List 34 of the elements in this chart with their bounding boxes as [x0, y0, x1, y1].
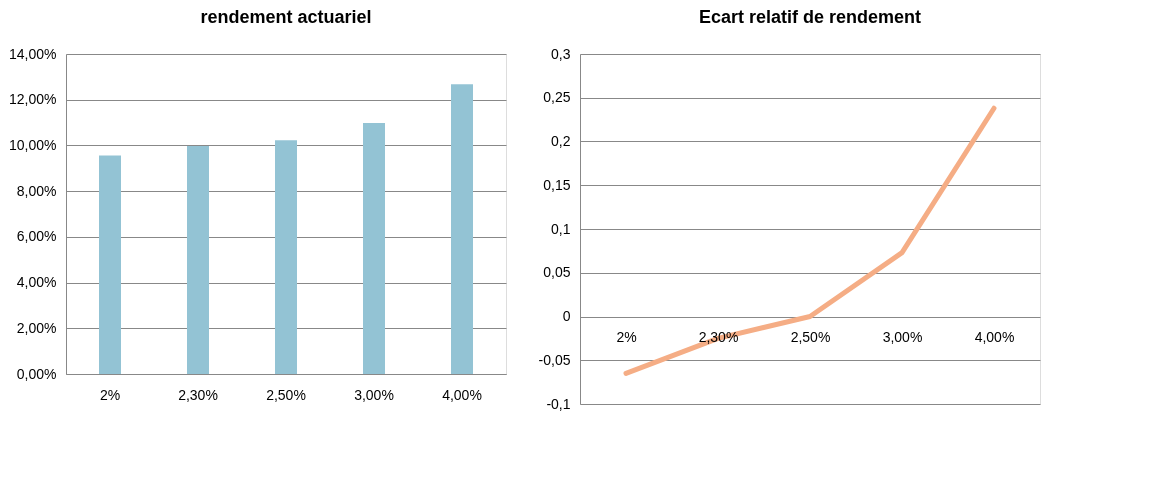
chart-title: rendement actuariel	[200, 7, 372, 27]
x-tick-label: 3,00%	[354, 386, 394, 403]
y-tick-label: 12,00%	[9, 91, 57, 108]
y-tick-label: 0,25	[543, 89, 571, 106]
y-tick-label: 0,2	[551, 133, 571, 149]
bar	[187, 146, 209, 374]
bar	[275, 140, 297, 374]
y-tick-label: 8,00%	[16, 182, 57, 199]
x-tick-label: 4,00%	[442, 386, 482, 403]
x-tick-label: 2%	[99, 386, 121, 403]
x-tick-label: 3,00%	[882, 329, 923, 345]
y-tick-label: -0,05	[538, 351, 571, 368]
x-tick-label: 2,50%	[790, 329, 831, 345]
x-tick-label: 2,50%	[266, 386, 306, 403]
y-tick-label: 6,00%	[16, 228, 57, 245]
y-tick-label: 2,00%	[16, 319, 57, 336]
y-tick-label: -0,1	[546, 395, 571, 412]
chart-title: Ecart relatif de rendement	[698, 7, 922, 27]
x-tick-label: 2,30%	[178, 386, 218, 403]
bar	[99, 155, 121, 374]
y-tick-label: 0	[562, 308, 571, 324]
y-tick-label: 14,00%	[9, 45, 57, 62]
bar	[451, 84, 473, 374]
x-tick-label: 2,30%	[698, 329, 739, 345]
y-tick-label: 0,3	[551, 45, 571, 62]
y-tick-label: 10,00%	[9, 136, 57, 153]
x-tick-label: 2%	[616, 329, 637, 345]
bar	[363, 123, 385, 374]
y-tick-label: 0,05	[543, 264, 571, 281]
y-tick-label: 0,00%	[16, 365, 57, 382]
y-tick-label: 0,15	[543, 176, 571, 193]
y-tick-label: 4,00%	[16, 274, 57, 291]
x-tick-label: 4,00%	[974, 329, 1015, 345]
y-tick-label: 0,1	[551, 220, 571, 237]
